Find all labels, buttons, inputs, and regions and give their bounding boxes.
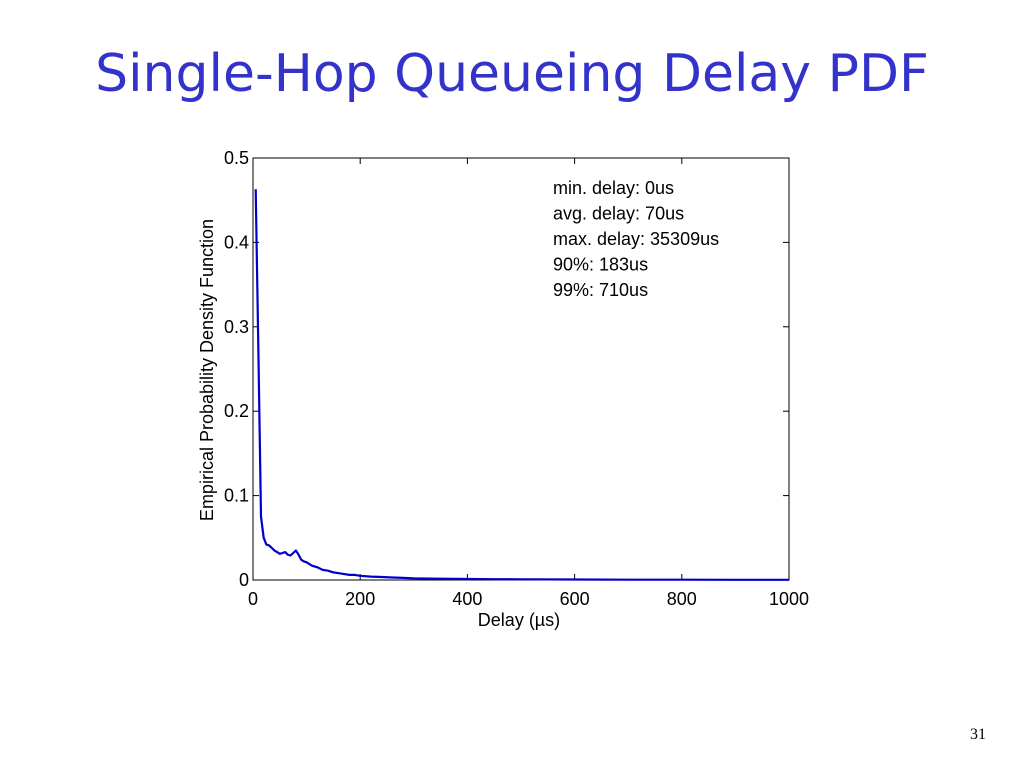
x-tick-label: 800: [667, 589, 697, 609]
stats-annotation-line: avg. delay: 70us: [553, 204, 684, 224]
pdf-series-line: [254, 189, 789, 581]
x-tick-label: 0: [248, 589, 258, 609]
axis-ticks: [252, 157, 790, 581]
stats-annotation-line: min. delay: 0us: [553, 178, 674, 198]
x-tick-label: 600: [560, 589, 590, 609]
x-axis-label: Delay (µs): [478, 610, 560, 630]
y-tick-label: 0.1: [224, 486, 249, 506]
y-axis-label: Empirical Probability Density Function: [197, 219, 217, 521]
series-layer: [254, 189, 789, 581]
x-tick-label: 1000: [769, 589, 809, 609]
y-tick-label: 0: [239, 570, 249, 590]
axis-tick-labels: 0 200 400 600 800 1000 0 0.1 0.2 0.3 0.4 0.5: [224, 148, 809, 609]
page-number: 31: [970, 726, 986, 743]
x-tick-label: 200: [345, 589, 375, 609]
x-tick-label: 400: [452, 589, 482, 609]
stats-annotations: min. delay: 0us avg. delay: 70us max. dela…: [553, 178, 719, 300]
slide-title: Single-Hop Queueing Delay PDF: [95, 44, 929, 104]
y-tick-label: 0.2: [224, 401, 249, 421]
y-tick-label: 0.3: [224, 317, 249, 337]
y-tick-label: 0.5: [224, 148, 249, 168]
plot-box: [252, 157, 790, 581]
plot-frame: [252, 157, 790, 581]
stats-annotation-line: 99%: 710us: [553, 280, 648, 300]
y-tick-label: 0.4: [224, 232, 249, 252]
stats-annotation-line: max. delay: 35309us: [553, 229, 719, 249]
stats-annotation-line: 90%: 183us: [553, 255, 648, 275]
